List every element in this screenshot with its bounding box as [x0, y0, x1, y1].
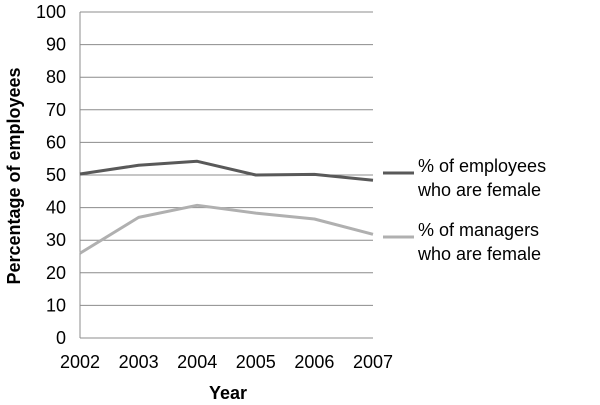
y-tick-label: 100 — [36, 2, 66, 22]
series-line-2 — [79, 203, 374, 255]
series-lines — [79, 159, 374, 255]
y-tick-label: 60 — [46, 132, 66, 152]
y-tick-label: 50 — [46, 165, 66, 185]
series-line-1 — [79, 159, 374, 182]
x-tick-label: 2006 — [294, 352, 334, 372]
y-tick-label: 0 — [56, 328, 66, 348]
legend-label: who are female — [417, 180, 541, 200]
x-tick-label: 2005 — [236, 352, 276, 372]
legend-label: who are female — [417, 244, 541, 264]
y-axis-title: Percentage of employees — [4, 67, 24, 284]
x-tick-label: 2003 — [119, 352, 159, 372]
y-tick-labels: 0 10 20 30 40 50 60 70 80 90 100 — [36, 2, 66, 348]
y-tick-label: 20 — [46, 263, 66, 283]
x-tick-label: 2002 — [60, 352, 100, 372]
x-tick-label: 2007 — [353, 352, 393, 372]
y-tick-label: 10 — [46, 295, 66, 315]
y-tick-label: 70 — [46, 100, 66, 120]
y-tick-label: 30 — [46, 230, 66, 250]
y-tick-label: 40 — [46, 198, 66, 218]
x-tick-label: 2004 — [177, 352, 217, 372]
y-tick-label: 90 — [46, 35, 66, 55]
legend-label: % of managers — [418, 220, 539, 240]
legend-label: % of employees — [418, 156, 546, 176]
gridlines — [79, 11, 373, 339]
x-tick-labels: 2002 2003 2004 2005 2006 2007 — [60, 352, 393, 372]
legend: % of employees who are female % of manager… — [383, 156, 546, 264]
y-tick-label: 80 — [46, 67, 66, 87]
x-axis-title: Year — [209, 383, 247, 403]
